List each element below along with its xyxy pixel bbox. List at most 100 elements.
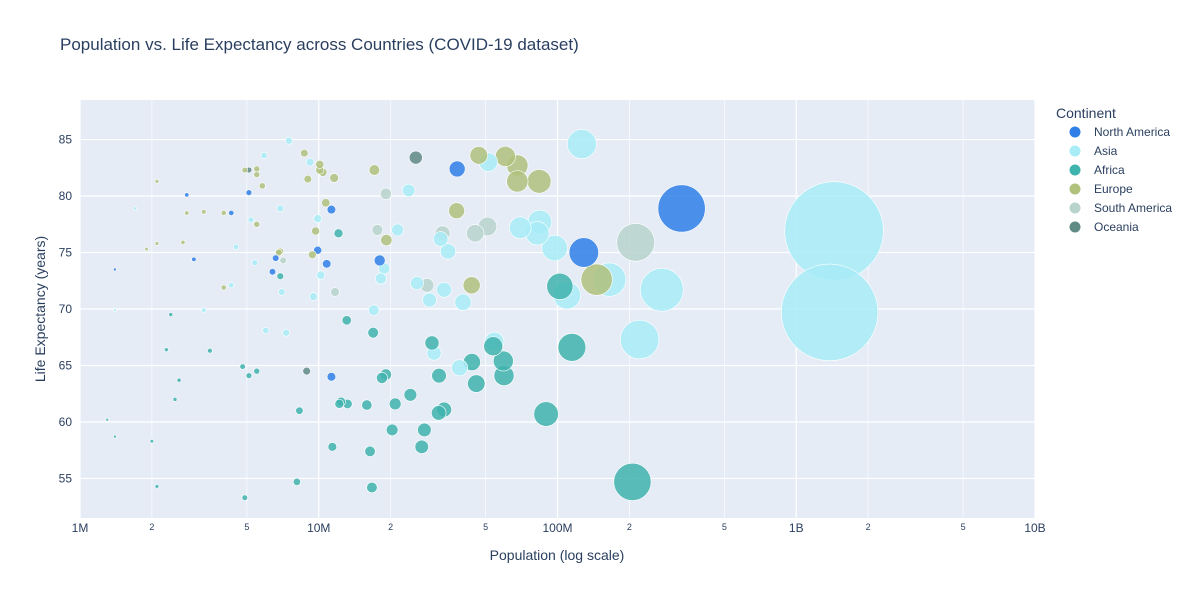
data-point	[184, 210, 190, 216]
data-point	[333, 228, 344, 239]
data-point	[557, 333, 587, 362]
y-axis-label: Life Expectancy (years)	[32, 236, 48, 382]
data-point	[368, 164, 381, 176]
data-point	[374, 272, 387, 285]
legend-marker	[1069, 183, 1081, 195]
legend-item[interactable]: South America	[1069, 201, 1173, 215]
data-point	[220, 284, 227, 291]
y-tick-label: 70	[59, 302, 73, 316]
data-point	[657, 184, 706, 233]
legend-label: Africa	[1094, 163, 1125, 177]
data-point	[364, 445, 376, 457]
data-point	[432, 231, 449, 247]
legend-item[interactable]: Europe	[1069, 182, 1134, 196]
legend-marker	[1069, 126, 1081, 138]
data-point	[322, 259, 332, 269]
legend-item[interactable]: Oceania	[1069, 220, 1140, 234]
data-point	[305, 157, 315, 167]
legend-label: South America	[1094, 201, 1172, 215]
data-point	[373, 254, 386, 267]
y-axis-ticks: 55 60 65 70 75 80 85	[59, 133, 73, 486]
data-point	[431, 405, 447, 421]
legend-marker	[1069, 202, 1081, 214]
data-point	[253, 171, 261, 178]
data-point	[410, 276, 424, 290]
data-point	[168, 312, 174, 317]
data-point	[451, 359, 469, 377]
data-point	[334, 399, 345, 409]
data-point	[303, 174, 313, 184]
x-tick-label: 5	[244, 522, 249, 532]
data-point	[268, 268, 277, 276]
data-point	[391, 223, 404, 237]
data-point	[379, 187, 392, 200]
data-point	[440, 243, 457, 260]
legend-title: Continent	[1056, 105, 1116, 121]
data-point	[414, 439, 429, 454]
data-point	[546, 272, 574, 300]
data-point	[424, 335, 440, 351]
y-tick-label: 75	[59, 246, 73, 260]
data-point	[327, 442, 338, 452]
data-point	[494, 146, 516, 167]
data-point	[228, 209, 235, 216]
x-tick-label: 2	[866, 522, 871, 532]
data-point	[154, 241, 160, 246]
data-point	[172, 397, 178, 402]
legend-marker	[1069, 164, 1081, 176]
data-point	[232, 243, 240, 250]
x-tick-label: 5	[483, 522, 488, 532]
legend: Continent North America Asia Africa Europe S…	[1056, 105, 1172, 234]
data-point	[506, 170, 529, 193]
x-tick-label: 2	[149, 522, 154, 532]
data-point	[245, 372, 253, 379]
legend-item[interactable]: North America	[1069, 125, 1171, 139]
data-point	[321, 198, 331, 208]
data-point	[436, 281, 452, 298]
data-point	[616, 223, 655, 262]
data-point	[454, 293, 472, 311]
data-point	[330, 287, 340, 297]
x-tick-label: 2	[388, 522, 393, 532]
data-point	[448, 160, 466, 178]
legend-item[interactable]: Asia	[1069, 144, 1118, 158]
data-point	[105, 417, 109, 422]
legend-marker	[1069, 221, 1081, 233]
data-point	[568, 237, 599, 268]
data-point	[164, 347, 169, 352]
data-point	[376, 372, 388, 384]
data-point	[462, 276, 481, 295]
data-point	[133, 206, 138, 211]
data-point	[493, 350, 514, 372]
data-point	[300, 148, 309, 158]
data-point	[201, 209, 207, 215]
data-point	[781, 263, 879, 361]
data-point	[417, 422, 432, 438]
x-tick-label: 10B	[1024, 521, 1045, 535]
data-point	[566, 129, 597, 159]
data-point	[191, 256, 197, 262]
x-axis-ticks: 1M 2 5 10M 2 5 100M 2 5 1B 2 5 10B	[72, 521, 1046, 535]
data-point	[295, 406, 304, 415]
data-point	[366, 481, 378, 494]
y-tick-label: 65	[59, 358, 73, 372]
data-point	[276, 272, 284, 280]
data-point	[262, 326, 270, 334]
data-point	[448, 202, 465, 220]
data-point	[580, 263, 613, 296]
data-point	[386, 423, 399, 437]
legend-item[interactable]: Africa	[1069, 163, 1126, 177]
x-tick-label: 100M	[542, 521, 572, 535]
data-point	[467, 374, 486, 393]
x-axis-label: Population (log scale)	[490, 547, 625, 563]
data-point	[469, 146, 488, 165]
data-point	[180, 239, 186, 245]
legend-label: Oceania	[1094, 220, 1139, 234]
data-point	[253, 367, 261, 375]
x-tick-label: 1M	[72, 521, 89, 535]
data-point	[422, 292, 437, 308]
data-point	[239, 363, 246, 370]
data-point	[313, 214, 323, 224]
legend-label: North America	[1094, 125, 1170, 139]
